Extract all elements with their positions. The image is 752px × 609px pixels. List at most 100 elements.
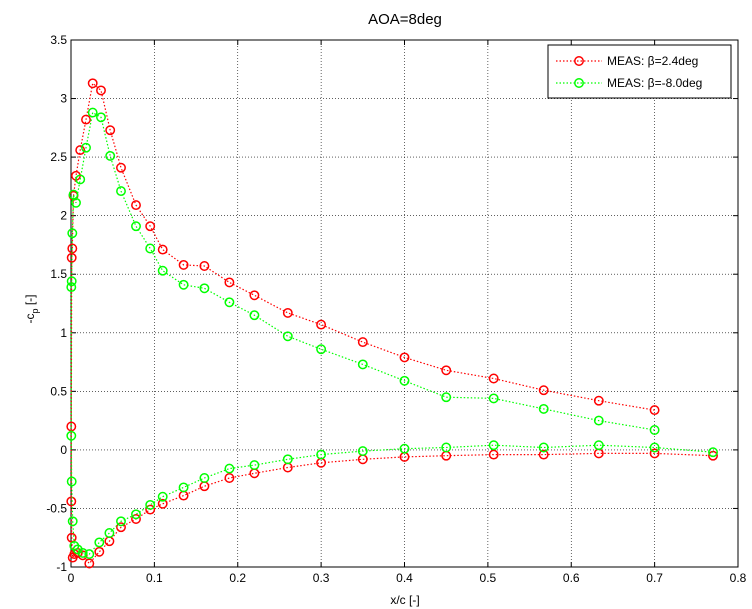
data-point — [157, 265, 168, 276]
y-tick-label: 0 — [60, 443, 67, 457]
data-point — [116, 516, 126, 527]
data-point — [488, 393, 499, 404]
legend-label-series-2: MEAS: β=-8.0deg — [607, 76, 702, 90]
data-point — [104, 528, 115, 538]
y-tick-label: 1.5 — [50, 267, 67, 281]
data-point — [649, 425, 660, 435]
y-tick-label: 0.5 — [50, 384, 67, 398]
data-point — [131, 200, 141, 211]
data-point — [94, 546, 105, 557]
data-point — [157, 498, 168, 509]
y-axis-label-unit: [-] — [23, 294, 37, 308]
data-point — [224, 473, 235, 483]
data-point — [488, 373, 499, 384]
x-tick-label: 0.8 — [730, 571, 747, 585]
data-point — [66, 252, 77, 263]
x-tick-label: 0.6 — [563, 571, 580, 585]
data-point — [116, 186, 126, 197]
data-point — [67, 228, 78, 239]
data-point — [538, 449, 549, 460]
y-axis-label-main: -c — [23, 314, 37, 324]
data-point — [199, 473, 210, 483]
data-point — [316, 319, 327, 330]
data-point — [178, 259, 189, 270]
data-point — [538, 385, 549, 396]
legend-box — [547, 44, 732, 99]
data-point — [593, 415, 604, 426]
data-point — [441, 365, 452, 376]
data-point — [357, 337, 368, 348]
x-tick-label: 0.1 — [146, 571, 163, 585]
data-point — [145, 504, 156, 515]
y-axis-label: -cp [-] — [23, 294, 40, 323]
chart-title: AOA=8deg — [368, 11, 442, 28]
data-point — [649, 442, 660, 453]
data-point — [116, 522, 126, 533]
x-tick-label: 0.7 — [646, 571, 663, 585]
data-point — [649, 448, 660, 459]
data-point — [66, 496, 77, 507]
data-point — [131, 514, 141, 524]
y-tick-label: 3.5 — [50, 33, 67, 47]
data-point — [708, 450, 718, 461]
data-point — [593, 440, 604, 451]
series-line — [70, 82, 714, 565]
legend-marker-series-2 — [574, 78, 584, 88]
data-point — [67, 516, 78, 527]
data-point — [66, 430, 77, 441]
y-axis-label-subscript: p — [30, 308, 40, 313]
data-point — [145, 221, 156, 232]
x-tick-label: 0.4 — [396, 571, 413, 585]
x-axis-label: x/c [-] — [390, 593, 419, 607]
data-point — [75, 145, 86, 156]
y-tick-label: -0.5 — [46, 501, 67, 515]
legend-label-series-1: MEAS: β=2.4deg — [607, 54, 698, 68]
data-point — [488, 449, 499, 460]
data-point — [224, 297, 235, 308]
ticks: 0 0.1 0.2 0.3 0.4 0.5 0.6 0.7 0.8 -1 -0.5 0 0.5 1 1.5 2… — [46, 33, 746, 585]
data-point — [178, 482, 189, 493]
legend: MEAS: β=2.4deg MEAS: β=-8.0deg — [547, 44, 732, 99]
x-tick-label: 0.3 — [313, 571, 330, 585]
data-point — [399, 352, 410, 363]
data-point — [399, 443, 410, 454]
data-point — [316, 344, 327, 355]
series-2 — [66, 107, 718, 560]
data-point — [145, 243, 156, 254]
data-point — [249, 460, 260, 471]
data-point — [157, 491, 168, 502]
x-tick-label: 0 — [68, 571, 75, 585]
data-point — [249, 310, 260, 321]
data-point — [87, 107, 98, 118]
x-tick-label: 0.2 — [229, 571, 246, 585]
data-point — [399, 375, 410, 386]
data-point — [199, 261, 210, 271]
data-point — [96, 85, 106, 96]
data-point — [75, 174, 86, 185]
data-point — [357, 359, 368, 370]
data-point — [131, 509, 141, 520]
data-point — [105, 125, 116, 136]
data-point — [66, 476, 77, 487]
data-point — [488, 440, 499, 451]
data-point — [593, 395, 604, 406]
data-point — [94, 537, 105, 548]
y-tick-label: 1 — [60, 326, 67, 340]
data-point — [84, 558, 95, 569]
y-tick-label: 3 — [60, 92, 67, 106]
data-point — [77, 547, 88, 558]
data-point — [649, 405, 660, 416]
data-point — [66, 276, 77, 287]
data-point — [249, 290, 260, 301]
data-point — [81, 114, 91, 125]
y-tick-label: 2.5 — [50, 150, 67, 164]
data-point — [199, 283, 210, 294]
series-layer — [66, 78, 718, 569]
data-point — [282, 454, 293, 465]
data-point — [178, 279, 189, 290]
data-point — [145, 499, 156, 510]
y-tick-label: 2 — [60, 209, 67, 223]
data-point — [116, 162, 126, 173]
